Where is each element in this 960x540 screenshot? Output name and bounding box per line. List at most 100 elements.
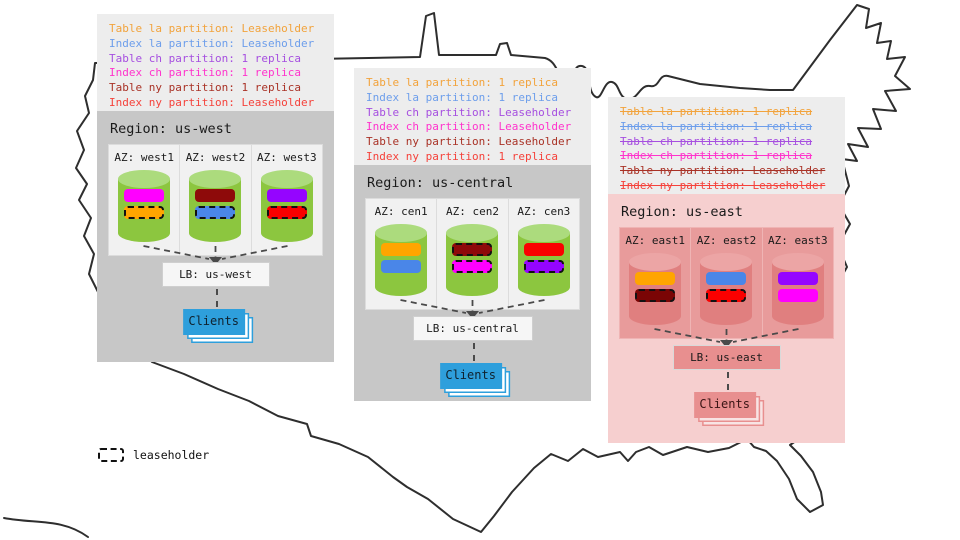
annotation-text: Table ch partition: Leaseholder — [366, 105, 572, 119]
az-west2: AZ: west2 — [180, 145, 252, 255]
region-box-us-east: Region: us-east AZ: east1 AZ: east2 — [608, 194, 845, 443]
database-node-icon — [771, 252, 824, 326]
annotation-line: Index ch partition: Leaseholder — [366, 120, 591, 135]
partition-bar — [266, 206, 307, 219]
annotation-line: Table la partition: 1 replica — [366, 76, 591, 91]
az-label: AZ: west2 — [185, 151, 246, 164]
annotation-box-us-east: Table la partition: 1 replica Index la p… — [608, 97, 845, 194]
partition-bar — [523, 243, 564, 256]
annotation-line: Index ny partition: 1 replica — [366, 150, 591, 165]
annotation-text: Index ch partition: Leaseholder — [366, 120, 572, 134]
annotation-text: Index la partition: Leaseholder — [109, 36, 315, 50]
az-east1: AZ: east1 — [620, 228, 692, 338]
annotation-text: Table la partition: Leaseholder — [109, 22, 315, 35]
database-node-icon — [260, 169, 313, 243]
leaseholder-swatch-icon — [98, 448, 124, 462]
arrow-down-icon — [720, 340, 733, 348]
annotation-line: Table ny partition: Leaseholder — [620, 164, 845, 179]
partition-bar — [381, 260, 422, 273]
annotation-text: Table ny partition: Leaseholder — [620, 164, 826, 178]
legend: leaseholder — [98, 448, 209, 462]
lb-clients-connector — [472, 343, 475, 361]
load-balancer: LB: us-central — [412, 316, 533, 341]
partition-bar — [381, 243, 422, 256]
connector-lines — [400, 299, 545, 319]
az-label: AZ: cen2 — [446, 205, 499, 218]
az-row: AZ: east1 AZ: east2 AZ: east3 — [619, 227, 834, 339]
partition-bar — [777, 272, 818, 285]
database-node-icon — [118, 169, 171, 243]
annotation-line: Table ch partition: 1 replica — [620, 135, 845, 150]
annotation-text: Index ny partition: Leaseholder — [620, 178, 826, 192]
database-node-icon — [446, 223, 499, 297]
annotation-line: Table ch partition: Leaseholder — [366, 106, 591, 121]
database-node-icon — [629, 252, 682, 326]
region-box-us-west: Region: us-west AZ: west1 AZ: west2 — [97, 111, 334, 362]
partition-bar — [266, 189, 307, 202]
annotation-text: Index ch partition: 1 replica — [620, 149, 813, 163]
az-east3: AZ: east3 — [763, 228, 833, 338]
arrow-down-icon — [209, 257, 222, 265]
annotation-text: Index la partition: 1 replica — [620, 119, 813, 133]
partition-bar — [195, 206, 236, 219]
annotation-line: Table ch partition: 1 replica — [109, 52, 334, 67]
load-balancer: LB: us-east — [672, 345, 781, 370]
connector-lines — [654, 328, 799, 348]
annotation-text: Table ny partition: 1 replica — [109, 81, 302, 95]
legend-label: leaseholder — [133, 448, 210, 462]
partition-bar — [635, 272, 676, 285]
partition-bar — [523, 260, 564, 273]
annotation-line: Table la partition: Leaseholder — [109, 22, 334, 37]
annotation-line: Index la partition: 1 replica — [366, 91, 591, 106]
partition-bar — [124, 206, 165, 219]
region-title: Region: us-central — [367, 175, 514, 191]
partition-bar — [452, 260, 493, 273]
annotation-line: Index ny partition: Leaseholder — [109, 96, 334, 111]
az-row: AZ: cen1 AZ: cen2 AZ: cen3 — [365, 198, 580, 310]
az-label: AZ: west1 — [114, 151, 174, 164]
az-label: AZ: west3 — [257, 151, 317, 164]
az-row: AZ: west1 AZ: west2 AZ: west3 — [108, 144, 323, 256]
annotation-box-us-central: Table la partition: 1 replica Index la p… — [354, 68, 591, 165]
partition-bar — [124, 189, 165, 202]
annotation-text: Table ch partition: 1 replica — [620, 134, 813, 148]
partition-bar — [635, 289, 676, 302]
annotation-text: Table ny partition: Leaseholder — [366, 135, 572, 149]
load-balancer: LB: us-west — [161, 262, 270, 287]
region-title: Region: us-east — [621, 204, 743, 220]
az-label: AZ: east3 — [768, 234, 828, 247]
connector-lines — [143, 245, 288, 265]
az-east2: AZ: east2 — [691, 228, 763, 338]
az-label: AZ: east2 — [696, 234, 757, 247]
database-node-icon — [700, 252, 753, 326]
annotation-line: Index ch partition: 1 replica — [109, 66, 334, 81]
annotation-text: Table ch partition: 1 replica — [109, 51, 302, 65]
annotation-line: Index ch partition: 1 replica — [620, 149, 845, 164]
partition-bar — [452, 243, 493, 256]
region-box-us-central: Region: us-central AZ: cen1 AZ: cen2 — [354, 165, 591, 401]
database-node-icon — [375, 223, 428, 297]
annotation-text: Table la partition: 1 replica — [366, 76, 559, 89]
partition-bar — [195, 189, 236, 202]
annotation-line: Index ny partition: Leaseholder — [620, 179, 845, 194]
az-label: AZ: cen1 — [374, 205, 428, 218]
clients-stack: Clients — [439, 363, 502, 389]
az-west1: AZ: west1 — [109, 145, 181, 255]
region-title: Region: us-west — [110, 121, 232, 137]
annotation-text: Table la partition: 1 replica — [620, 105, 813, 118]
arrow-down-icon — [466, 311, 479, 319]
annotation-text: Index la partition: 1 replica — [366, 90, 559, 104]
annotation-text: Index ny partition: Leaseholder — [109, 95, 315, 109]
annotation-line: Table ny partition: Leaseholder — [366, 135, 591, 150]
database-node-icon — [517, 223, 570, 297]
az-cen1: AZ: cen1 — [366, 199, 438, 309]
az-label: AZ: cen3 — [517, 205, 571, 218]
partition-bar — [777, 289, 818, 302]
clients-stack: Clients — [693, 392, 756, 418]
annotation-text: Index ny partition: 1 replica — [366, 149, 559, 163]
az-label: AZ: east1 — [625, 234, 685, 247]
partition-bar — [706, 289, 747, 302]
database-node-icon — [189, 169, 242, 243]
annotation-box-us-west: Table la partition: Leaseholder Index la… — [97, 14, 334, 111]
